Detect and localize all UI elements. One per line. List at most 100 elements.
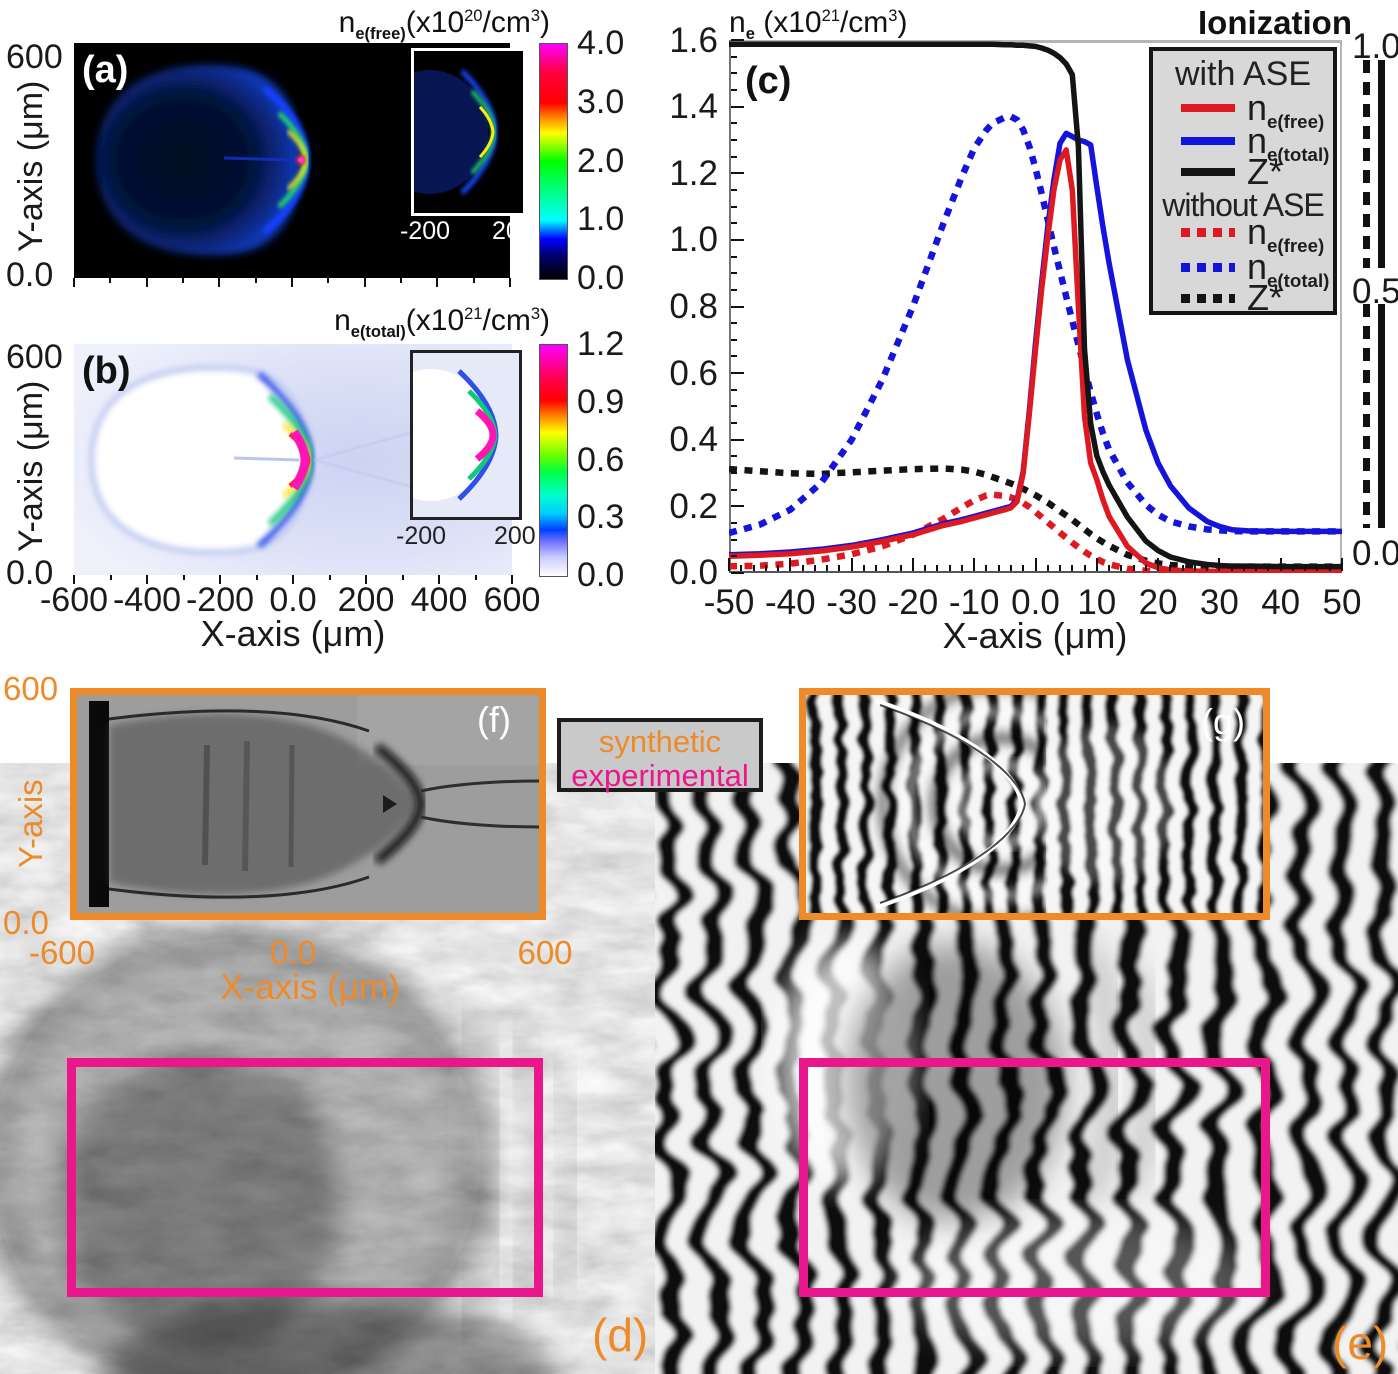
- synthetic-interferogram-label: (g): [1201, 701, 1245, 742]
- panel-a-x-tickmark: [472, 278, 475, 283]
- panel-c-x-tickmark: [1059, 565, 1062, 571]
- panel-c-y-tickmark: [731, 222, 737, 225]
- panel-b-x-tick: -200: [185, 581, 255, 619]
- panel-c-x-tick: 20: [1138, 582, 1178, 622]
- panel-c-frame-top: [729, 40, 1342, 43]
- panel-c-y-tickmark: [731, 238, 744, 241]
- panel-c-y-left-tick: 1.6: [669, 20, 718, 60]
- panel-c-title-sup2: 3: [888, 7, 898, 25]
- panel-c-x-tick: -30: [826, 582, 877, 622]
- panel-c-label: (c): [745, 60, 792, 102]
- panel-c-y-right-tick: 0.5: [1352, 271, 1398, 311]
- legend-zstar-pre: Z*: [1247, 151, 1283, 192]
- legend-zstar-pre2: Z*: [1247, 277, 1283, 318]
- legend-ne-free-pre2: n: [1247, 211, 1268, 252]
- panel-a-x-tickmark: [182, 278, 184, 283]
- panel-c-y-left-tick: 0.8: [669, 286, 718, 326]
- panel-a-title: ne(free)(x1020/cm3): [300, 6, 550, 44]
- panel-c-x-tick: 30: [1199, 582, 1239, 622]
- panel-c-frame-right: [1340, 40, 1342, 573]
- synthetic-interferogram-graphic: [796, 685, 1273, 923]
- panel-c-x-tickmark: [948, 565, 951, 571]
- panel-a-title-sup2: 3: [530, 7, 540, 25]
- panel-a-plasma-graphic: [96, 64, 311, 256]
- panel-c-x-tickmark: [1181, 565, 1184, 571]
- panel-c-x-tickmark: [1279, 558, 1282, 571]
- panel-c-x-tickmark: [1291, 565, 1294, 571]
- panel-c-x-tickmark: [740, 565, 743, 571]
- panel-c-y-tickmark: [731, 122, 737, 125]
- bottom-y-axis-label: Y-axis: [12, 779, 49, 868]
- panel-c-x-tick: -40: [765, 582, 816, 622]
- panel-b-title-sup2: 3: [530, 305, 540, 323]
- panel-c-y-tickmark: [731, 288, 737, 291]
- legend-ne-total-pre2: n: [1247, 246, 1268, 287]
- panel-c-y-left-tick: 0.2: [669, 486, 718, 526]
- legend-label-ne-free-dashed: ne(free): [1247, 211, 1324, 257]
- panel-c-y-left-tick: 1.0: [669, 220, 718, 260]
- panel-b-ytick-top: 600: [6, 338, 63, 376]
- panel-b-label: (b): [82, 350, 131, 392]
- panel-b-inset-tick-left: -200: [396, 522, 447, 550]
- panel-c-x-tickmark: [1328, 565, 1331, 571]
- panel-c-y-right-tick: 0.0: [1352, 533, 1398, 573]
- panel-c-x-tickmark: [1169, 565, 1172, 571]
- panel-a-inset-graphic: [372, 69, 498, 195]
- synthetic-shadowgraph-graphic: [77, 695, 540, 913]
- panel-b-x-tickmark: [401, 575, 404, 580]
- synthetic-experimental-legend: synthetic experimental: [557, 718, 763, 792]
- legend-label-ne-total-dashed: ne(total): [1247, 246, 1329, 292]
- panel-c-x-tickmark: [1083, 565, 1086, 571]
- panel-c-title-unit: /cm: [839, 6, 889, 39]
- panel-c-x-tickmark: [1304, 565, 1307, 571]
- panel-c-y-tickmark: [731, 39, 744, 41]
- panel-b-title-unit: /cm: [482, 304, 531, 337]
- ionization-axis-solid-indicator: [1378, 60, 1385, 268]
- panel-a-inset: [372, 48, 526, 216]
- experimental-interferogram-label: (e): [1332, 1317, 1389, 1369]
- panel-b-title-pre: n: [334, 304, 351, 337]
- legend-label-zstar-dashed: Z*: [1247, 277, 1283, 323]
- panel-b-inset: [371, 350, 522, 520]
- legend-ne-free-sub: e(free): [1267, 111, 1325, 133]
- panel-b-x-tickmark: [292, 575, 294, 584]
- panel-a-x-tickmark: [436, 278, 439, 287]
- experimental-roi-box-right: [799, 1058, 1270, 1297]
- synthetic-shadowgraph-inset: (f): [70, 688, 546, 920]
- bottom-ytick-bottom: 0.0: [3, 904, 49, 941]
- panel-b-x-tickmark: [109, 575, 112, 580]
- panel-a-x-tickmark: [254, 278, 257, 283]
- panel-b-x-tick: 200: [337, 581, 395, 619]
- panel-c-y-tickmark: [731, 188, 737, 191]
- legend-ne-total-sub2: e(total): [1267, 270, 1330, 292]
- panel-c-x-tickmark: [777, 565, 780, 571]
- panel-b-x-tickmark: [182, 575, 185, 580]
- ionization-axis-dashed-indicator: [1363, 60, 1370, 268]
- panel-b-x-tick: 600: [483, 581, 541, 619]
- panel-b-x-tickmark: [255, 575, 258, 580]
- legend-ne-free-pre: n: [1247, 87, 1268, 128]
- ionization-axis-dashed-indicator2: [1363, 304, 1370, 528]
- panel-a-x-tickmark: [400, 278, 402, 283]
- panel-c-y-tickmark: [731, 105, 744, 108]
- panel-c-y-tickmark: [731, 555, 737, 558]
- panel-c-x-tickmark: [1120, 565, 1123, 571]
- panel-c-y-tickmark: [731, 322, 737, 325]
- panel-a-x-tickmark: [291, 278, 293, 287]
- panel-c-frame-left: [729, 40, 731, 573]
- panel-a-colorbar-tick: 0.0: [577, 259, 625, 297]
- panel-a-colorbar-tick: 2.0: [577, 142, 625, 180]
- panel-c-x-tickmark: [1267, 565, 1270, 571]
- panel-a-colorbar: [539, 43, 568, 280]
- legend-ne-free-sub2: e(free): [1267, 235, 1325, 257]
- panel-a-title-close: ): [540, 6, 550, 39]
- panel-c-y-tickmark: [731, 205, 737, 208]
- synthetic-shadowgraph-label: (f): [477, 699, 511, 740]
- panel-b-x-tickmark: [73, 575, 75, 584]
- panel-b-x-tick: 0.0: [269, 581, 317, 619]
- bottom-x-tick: 0.0: [270, 933, 316, 971]
- legend-swatch-red-solid: [1181, 104, 1235, 112]
- panel-c-x-tickmark: [752, 565, 755, 571]
- panel-b-colorbar: [539, 344, 568, 577]
- panel-c-y-tickmark: [731, 505, 744, 508]
